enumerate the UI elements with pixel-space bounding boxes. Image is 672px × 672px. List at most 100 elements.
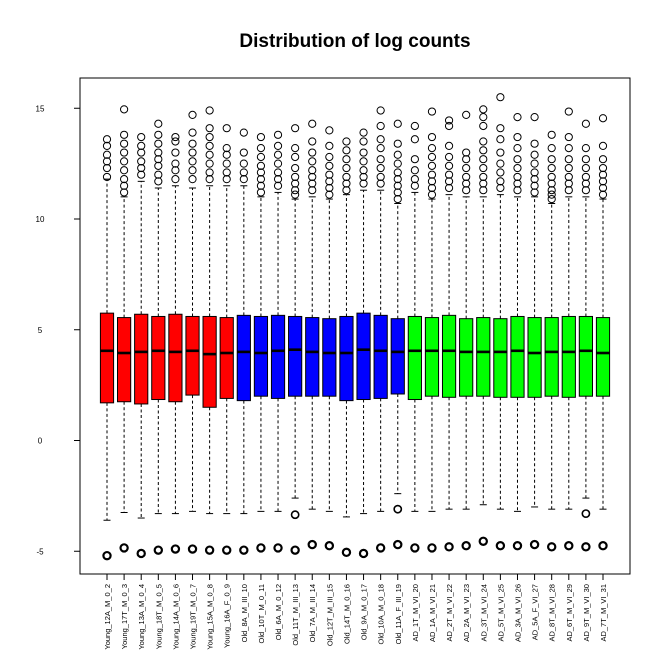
outlier-point: [462, 110, 471, 119]
outlier-point: [291, 172, 300, 182]
outlier-point: [239, 545, 249, 555]
x-tick-label: Old_10T_M_0_11: [257, 584, 266, 643]
outlier-point: [325, 126, 334, 135]
box: [151, 315, 166, 401]
outlier-point: [564, 172, 573, 182]
outlier-point: [530, 150, 539, 159]
box-group: [578, 119, 593, 552]
box: [373, 314, 388, 399]
outlier-point: [222, 124, 231, 133]
outlier-point: [308, 166, 317, 175]
outlier-point: [204, 545, 215, 555]
outlier-point: [342, 163, 351, 173]
outlier-point: [512, 541, 523, 551]
outlier-point: [393, 150, 402, 159]
x-tick-label: Old_12T_M_III_15: [325, 584, 334, 646]
outlier-point: [547, 194, 556, 204]
outlier-point: [444, 116, 454, 125]
box-group: [99, 135, 115, 561]
outlier-point: [171, 132, 180, 142]
x-tick-label: AD_3A_M_VI_26: [513, 584, 522, 642]
outlier-point: [325, 141, 334, 151]
x-tick-label: Old_7A_M_III_14: [308, 584, 317, 642]
outlier-point: [444, 177, 454, 186]
outlier-point: [461, 541, 471, 551]
outlier-point: [393, 504, 403, 514]
box: [185, 315, 200, 396]
outlier-point: [410, 543, 420, 553]
boxes: [99, 93, 611, 561]
outlier-point: [325, 183, 334, 193]
outlier-point: [410, 166, 419, 175]
outlier-point: [496, 177, 505, 186]
box-group: [527, 113, 542, 550]
outlier-point: [427, 177, 437, 186]
x-tick-label: AD_5T_M_VI_25: [496, 584, 505, 642]
outlier-point: [239, 168, 248, 177]
outlier-point: [188, 139, 197, 148]
outlier-point: [273, 181, 283, 190]
outlier-point: [256, 188, 266, 197]
box-group: [595, 114, 611, 551]
outlier-point: [342, 155, 351, 164]
x-tick-label: AD_1A_M_VI_21: [428, 584, 437, 642]
box: [305, 317, 320, 397]
outlier-point: [479, 155, 488, 164]
outlier-point: [256, 175, 266, 184]
outlier-point: [393, 181, 402, 190]
outlier-point: [393, 168, 402, 177]
outlier-point: [581, 186, 590, 195]
box: [561, 315, 576, 398]
box-group: [253, 132, 269, 553]
outlier-point: [154, 119, 163, 128]
outlier-point: [530, 188, 539, 197]
box: [459, 318, 474, 397]
outlier-point: [427, 152, 437, 162]
outlier-point: [102, 157, 112, 166]
outlier-point: [102, 135, 112, 144]
outlier-point: [410, 135, 419, 144]
outlier-point: [137, 163, 146, 173]
x-tick-label: Young_18T_M_0_5: [154, 584, 163, 649]
outlier-point: [427, 107, 437, 116]
chart-title: Distribution of log counts: [239, 31, 470, 52]
outlier-point: [359, 157, 368, 166]
outlier-point: [341, 547, 352, 558]
outlier-point: [479, 172, 488, 182]
outlier-point: [137, 170, 146, 179]
box-group: [493, 93, 508, 551]
outlier-point: [564, 144, 573, 153]
box-group: [356, 128, 371, 559]
outlier-point: [393, 139, 402, 148]
outlier-point: [154, 170, 163, 179]
outlier-point: [564, 179, 573, 188]
outlier-point: [479, 146, 488, 155]
outlier-point: [598, 177, 608, 186]
outlier-point: [359, 166, 368, 175]
box: [253, 315, 269, 397]
outlier-point: [256, 161, 266, 170]
outlier-point: [376, 179, 385, 188]
outlier-point: [427, 132, 437, 142]
outlier-point: [581, 179, 590, 188]
x-tick-label: Old_6A_M_0_12: [274, 584, 283, 640]
outlier-point: [462, 179, 471, 188]
outlier-point: [120, 130, 129, 139]
outlier-point: [410, 121, 419, 131]
box-group: [134, 132, 149, 559]
outlier-point: [308, 137, 317, 146]
outlier-point: [496, 159, 505, 168]
outlier-point: [137, 141, 146, 151]
x-tick-label: Old_9A_M_0_17: [360, 584, 369, 640]
y-tick-label: 5: [38, 326, 43, 335]
box-group: [339, 137, 354, 558]
outlier-point: [239, 148, 248, 157]
outlier-point: [529, 539, 540, 550]
outlier-point: [205, 150, 214, 159]
outlier-point: [120, 105, 129, 114]
outlier-point: [581, 509, 591, 518]
box: [476, 317, 491, 397]
box-group: [117, 105, 132, 553]
x-tick-label: AD_2T_M_VI_22: [445, 584, 454, 642]
outlier-point: [564, 186, 573, 195]
